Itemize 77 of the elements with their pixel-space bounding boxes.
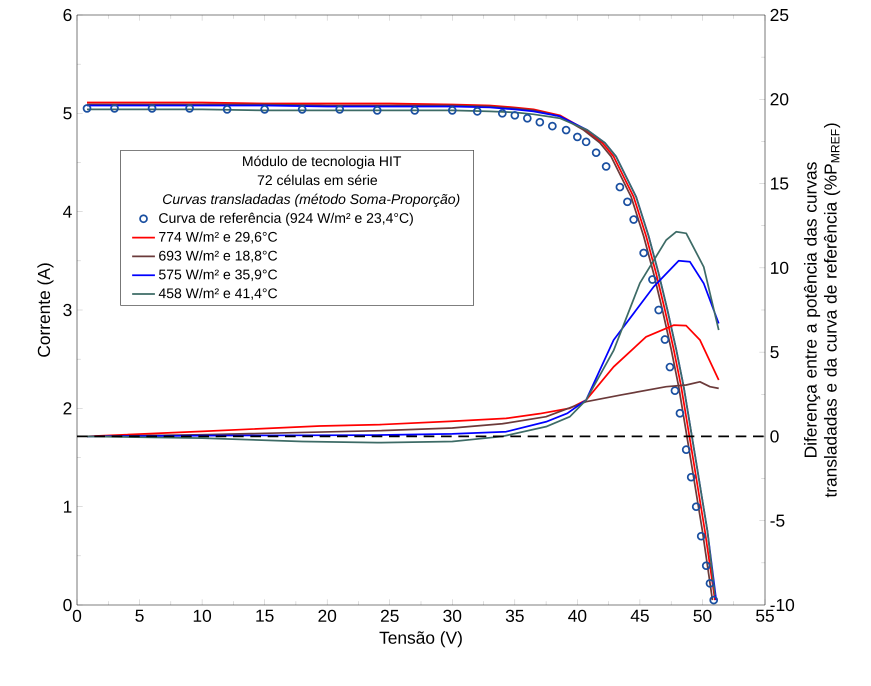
y-tick-label: 6: [64, 8, 72, 22]
point: [498, 109, 507, 118]
point: [510, 110, 520, 120]
point: [686, 472, 696, 482]
y-tick-label: 1: [64, 500, 72, 513]
point: [372, 106, 382, 115]
y2-tick-label: 25: [770, 8, 788, 22]
legend-label: 575 W/m² e 35,9°C: [159, 269, 278, 282]
point: [670, 386, 680, 395]
point: [676, 408, 684, 418]
y-tick-label: 0: [63, 598, 72, 612]
y2-tick-label: 0: [770, 430, 779, 443]
x-tick-label: 25: [380, 610, 399, 622]
x-tick-label: 20: [318, 610, 336, 622]
y2-tick-label: -10: [770, 598, 794, 612]
x-tick-label: 40: [568, 610, 586, 622]
legend-label: Curva de referência (924 W/m² e 23,4°C): [159, 212, 413, 226]
point: [110, 104, 119, 113]
y2-tick-label: 15: [771, 178, 788, 190]
y2-tick-label: 10: [771, 262, 788, 274]
point: [472, 107, 482, 116]
y2-tick-label: 20: [770, 93, 788, 106]
point: [692, 502, 701, 512]
point: [582, 138, 590, 146]
point: [410, 106, 420, 115]
point: [702, 561, 711, 570]
x-tick-label: 15: [256, 610, 274, 622]
point: [335, 105, 344, 114]
annotation: 72 células em série: [258, 174, 378, 186]
point: [709, 596, 718, 604]
point: [548, 122, 557, 130]
point: [639, 248, 648, 258]
y-tick-label: 5: [63, 107, 72, 120]
legend-label: 458 W/m² e 41,4°C: [158, 288, 278, 300]
point: [682, 445, 691, 454]
x-tick-label: 0: [72, 610, 82, 622]
x-tick-label: 10: [194, 610, 212, 622]
point: [148, 104, 156, 113]
point: [648, 275, 657, 284]
point: [654, 306, 664, 314]
point: [536, 118, 544, 127]
point: [522, 114, 532, 123]
point: [592, 148, 600, 158]
y-tick-label: 3: [63, 304, 72, 316]
point: [623, 198, 632, 206]
y2-tick-label: -5: [770, 514, 784, 527]
x-tick-label: 45: [630, 610, 649, 622]
point: [696, 532, 706, 541]
y-axis-title: Corrente (A): [37, 263, 54, 357]
x-tick-label: 30: [443, 610, 462, 622]
point: [602, 162, 610, 171]
x-tick-label: 50: [694, 610, 712, 622]
point: [666, 362, 674, 372]
y-tick-label: 4: [63, 206, 72, 218]
legend-label: 774 W/m² e 29,6°C: [159, 232, 278, 244]
y-tick-label: 2: [64, 402, 72, 414]
y2-axis-title: Diferença entre a potência das curvas transladadas e da curva de referência (%P$_{MREF}$): [804, 124, 840, 498]
point: [616, 182, 624, 192]
point: [82, 104, 92, 113]
point: [706, 579, 714, 588]
legend-title: Módulo de tecnologia HIT: [243, 156, 402, 169]
point: [448, 106, 457, 115]
point: [222, 105, 232, 114]
point: [562, 126, 570, 134]
point: [185, 104, 194, 113]
point: [660, 335, 670, 344]
y2-tick-label: 5: [770, 346, 779, 358]
x-tick-label: 35: [506, 610, 524, 622]
legend-label: 693 W/m² e 18,8°C: [159, 250, 278, 262]
x-axis-title: Tensão (V): [379, 631, 462, 648]
point: [573, 132, 582, 142]
annotation: Curvas transladadas (método Soma-Proporção): [163, 194, 460, 207]
point: [629, 215, 638, 224]
x-tick-label: 55: [756, 610, 774, 622]
point: [298, 105, 306, 114]
x-tick-label: 5: [135, 610, 144, 622]
point: [260, 105, 269, 114]
